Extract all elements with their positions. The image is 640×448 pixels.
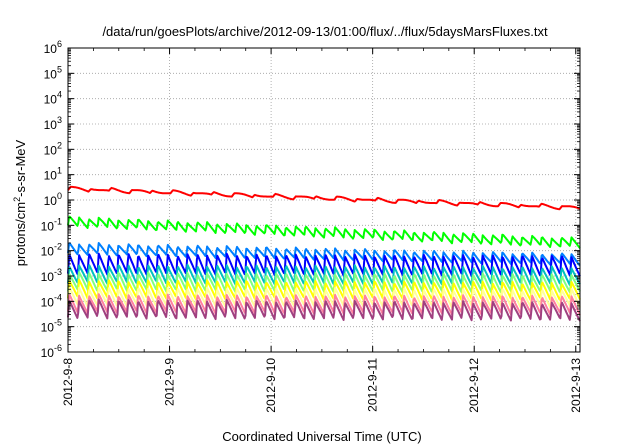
- y-tick-label: 10-3: [41, 267, 62, 284]
- x-tick-label: 2012-9-12: [467, 358, 481, 413]
- y-tick-base: 10: [44, 143, 58, 157]
- series-line: [67, 185, 581, 211]
- y-tick-label: 10-2: [41, 242, 62, 259]
- x-tick-labels: 2012-9-8 2012-9-9 2012-9-10 2012-9-11 2012-9…: [61, 358, 583, 413]
- y-tick-exponent: -1: [54, 216, 62, 226]
- y-tick-exponent: -5: [54, 318, 62, 328]
- y-tick-base: 10: [41, 346, 55, 360]
- y-tick-label: 103: [44, 115, 62, 132]
- y-tick-exponent: 2: [57, 140, 62, 150]
- y-axis-label: protons/cm2-s-sr-MeV: [12, 139, 28, 266]
- x-axis-label: Coordinated Universal Time (UTC): [222, 429, 421, 444]
- y-tick-exponent: -3: [54, 267, 62, 277]
- x-tick-label: 2012-9-9: [163, 358, 177, 406]
- series-group: [67, 185, 581, 322]
- y-tick-label: 100: [44, 191, 62, 208]
- y-tick-exponent: -6: [54, 343, 62, 353]
- x-tick-label: 2012-9-8: [61, 358, 75, 406]
- y-tick-label: 10-5: [41, 318, 62, 335]
- y-tick-base: 10: [41, 245, 55, 259]
- x-tick-label: 2012-9-13: [569, 358, 583, 413]
- plot-frame: [67, 47, 581, 353]
- series-line: [67, 215, 581, 249]
- y-tick-base: 10: [44, 194, 58, 208]
- y-tick-base: 10: [41, 219, 55, 233]
- y-tick-base: 10: [44, 118, 58, 132]
- y-tick-exponent: 5: [57, 64, 62, 74]
- y-tick-exponent: 3: [57, 115, 62, 125]
- y-tick-label: 10-1: [41, 216, 62, 233]
- y-tick-label: 105: [44, 64, 62, 81]
- y-tick-base: 10: [44, 67, 58, 81]
- y-tick-exponent: 6: [57, 39, 62, 49]
- y-tick-base: 10: [41, 270, 55, 284]
- y-tick-exponent: 0: [57, 191, 62, 201]
- y-tick-label: 10-4: [41, 292, 62, 309]
- y-tick-exponent: -2: [54, 242, 62, 252]
- y-axis-label-rest: -s-sr-MeV: [13, 139, 28, 196]
- x-tick-label: 2012-9-10: [264, 358, 278, 413]
- y-tick-base: 10: [44, 93, 58, 107]
- y-axis-label-exponent: 2: [12, 197, 22, 202]
- y-tick-label: 101: [44, 166, 62, 183]
- y-tick-exponent: -4: [54, 292, 62, 302]
- x-tick-label: 2012-9-11: [366, 358, 380, 412]
- y-tick-label: 104: [44, 90, 62, 107]
- y-tick-exponent: 1: [57, 166, 62, 176]
- y-tick-base: 10: [44, 169, 58, 183]
- y-tick-labels: 10-610-510-410-310-210-11001011021031041…: [41, 39, 62, 360]
- y-tick-base: 10: [44, 42, 58, 56]
- y-axis-label-base: protons/cm: [13, 202, 28, 266]
- y-tick-base: 10: [41, 321, 55, 335]
- y-tick-label: 106: [44, 39, 62, 56]
- y-tick-exponent: 4: [57, 90, 62, 100]
- y-tick-label: 102: [44, 140, 62, 157]
- y-tick-base: 10: [41, 295, 55, 309]
- chart-title: /data/run/goesPlots/archive/2012-09-13/0…: [102, 24, 548, 39]
- y-tick-label: 10-6: [41, 343, 62, 360]
- series-line: [67, 298, 581, 322]
